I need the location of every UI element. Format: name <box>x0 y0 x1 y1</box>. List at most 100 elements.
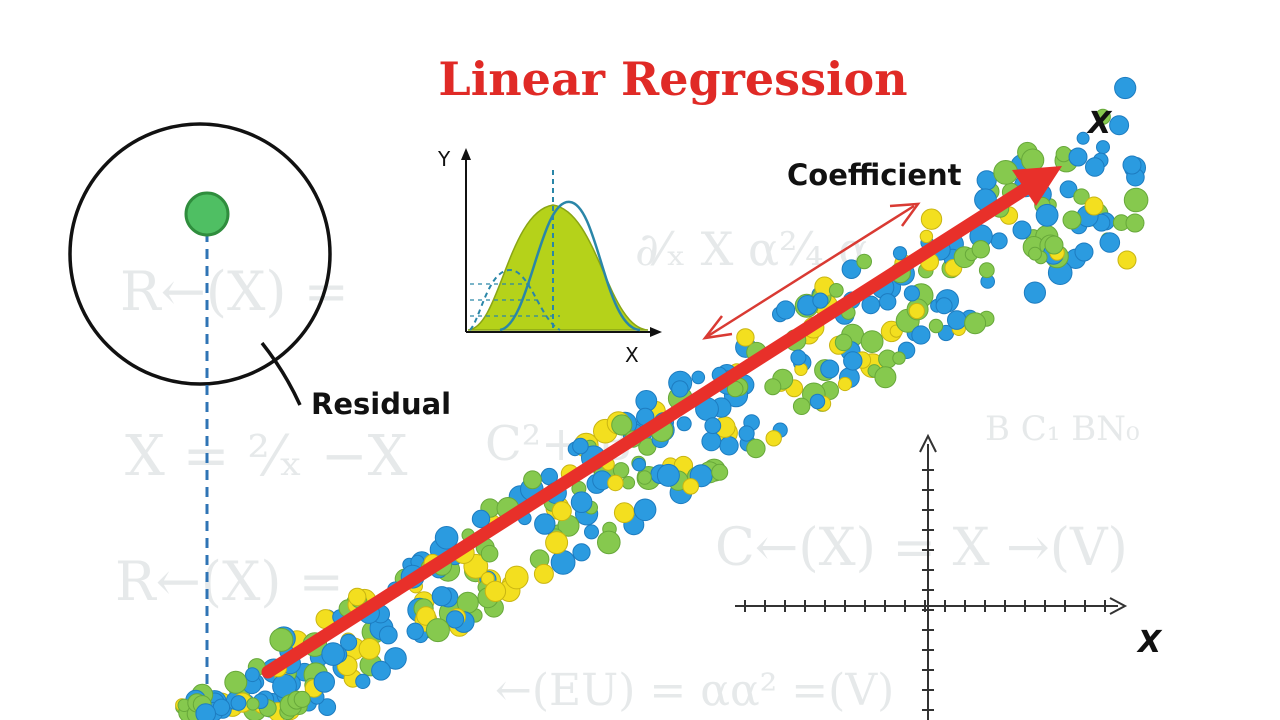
scatter-point <box>269 627 294 652</box>
scatter-point <box>607 474 624 492</box>
scatter-point <box>1084 196 1104 216</box>
scatter-point <box>406 622 424 640</box>
scatter-point <box>892 246 908 261</box>
scatter-point <box>340 633 358 651</box>
scatter-point <box>224 670 248 694</box>
scatter-point <box>964 312 987 335</box>
scatter-point <box>903 285 921 302</box>
scatter-point <box>978 262 995 279</box>
scatter-point <box>1074 242 1094 262</box>
scatter-point <box>920 208 943 230</box>
scatter-point <box>837 376 853 392</box>
scatter-point <box>1044 235 1064 255</box>
residual-point <box>184 191 230 237</box>
scatter-point <box>874 366 897 389</box>
regression-line <box>261 166 1062 679</box>
regression-line-shaft <box>261 179 1037 679</box>
scatter-point <box>1094 108 1111 125</box>
scatter-point <box>371 660 391 681</box>
scatter-point <box>843 351 863 371</box>
scatter-point <box>572 437 589 455</box>
scatter-point <box>321 642 345 666</box>
scatter-point <box>1035 203 1059 227</box>
scatter-point <box>935 297 953 315</box>
scatter-point <box>621 476 636 490</box>
scatter-point <box>1012 220 1032 240</box>
scatter-point <box>892 351 906 365</box>
scatter-point <box>446 610 465 629</box>
inset-filled-curve <box>467 204 649 331</box>
scatter-point <box>484 580 507 602</box>
scatter-point <box>480 544 499 563</box>
scatter-point <box>971 240 990 259</box>
scatter-point <box>691 370 706 385</box>
scatter-point <box>425 618 450 643</box>
scatter-point <box>764 378 782 396</box>
scatter-point <box>671 380 689 398</box>
scatter-point <box>711 463 729 481</box>
scatter-point <box>911 325 931 345</box>
ghost-formula-1: R←(X) = <box>120 260 349 323</box>
coefficient-label: Coefficient <box>787 158 962 192</box>
scatter-point <box>245 667 260 683</box>
scatter-point <box>1076 131 1090 145</box>
background-formulas: R←(X) = X = ²⁄ₓ −X R←(X) = ∂⁄ₓ X α²⁄₄ α … <box>115 222 1140 716</box>
scatter-point <box>820 359 840 379</box>
regression-arrow-head <box>1012 166 1062 206</box>
scatter-point <box>656 463 680 487</box>
scatter-point <box>633 498 657 522</box>
scatter-point <box>613 502 635 523</box>
scatter-point <box>434 526 459 550</box>
scatter-point <box>1096 140 1110 155</box>
scatter-point <box>1062 210 1082 230</box>
scatter-point <box>812 292 829 309</box>
coefficient-arrow-head-left <box>702 315 733 340</box>
scatter-point <box>879 293 897 311</box>
scatter-point <box>632 457 646 472</box>
lower-y-arrow <box>919 433 937 453</box>
scatter-point <box>828 283 844 298</box>
scatter-point <box>1085 157 1105 177</box>
scatter-point <box>551 501 572 522</box>
scatter-point <box>431 586 452 607</box>
scatter-point <box>861 295 881 315</box>
scatter-point <box>1125 213 1145 233</box>
scatter-point <box>776 300 796 320</box>
scatter-point <box>736 328 755 347</box>
scatter-point <box>1028 246 1042 261</box>
scatter-point <box>1122 155 1142 175</box>
inset-y-arrow <box>461 148 471 160</box>
scatter-point <box>919 229 934 244</box>
scatter-point <box>534 513 556 535</box>
lower-x-label: X <box>1136 625 1163 660</box>
lower-y-ticks <box>922 469 934 711</box>
scatter-point <box>611 414 633 436</box>
residual-magnifier: Residual <box>68 122 451 708</box>
scatter-point <box>790 349 807 366</box>
scatter-point <box>738 425 755 442</box>
scatter-point <box>746 438 766 459</box>
coefficient-arrow-head-right <box>889 202 921 227</box>
scatter-point <box>230 695 247 711</box>
coefficient-arrow-shaft <box>707 204 915 338</box>
inset-shifted-curve <box>499 200 641 332</box>
scatter-point <box>676 416 692 432</box>
residual-leader-line <box>260 341 302 406</box>
scatter-point <box>384 647 407 670</box>
scatter-point <box>682 478 700 495</box>
scatter-point <box>928 318 944 334</box>
scatter-point <box>841 259 862 280</box>
scatter-point <box>313 671 335 693</box>
scatter-point <box>1109 115 1130 136</box>
scatter-point <box>719 436 739 456</box>
scatter-point <box>1117 250 1137 270</box>
magnifier-circle <box>68 122 332 386</box>
scatter-point <box>947 310 967 330</box>
inset-x-arrow <box>650 327 662 337</box>
scatter-point <box>523 470 542 490</box>
main-x-label: X <box>1086 106 1113 141</box>
scatter-point <box>856 253 873 270</box>
ghost-formula-4: ∂⁄ₓ X α²⁄₄ α <box>635 222 869 276</box>
